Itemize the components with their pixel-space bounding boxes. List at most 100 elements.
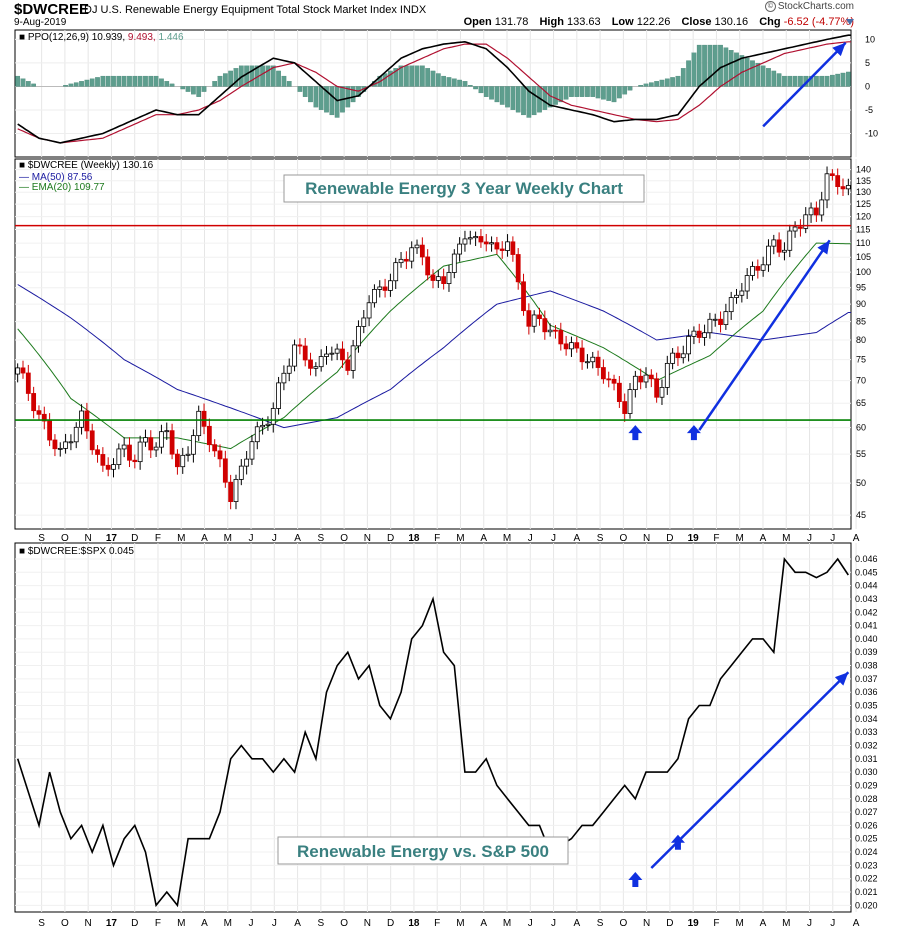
candle-body xyxy=(803,214,809,229)
month-tick-label: J xyxy=(249,918,254,929)
ppo-histogram-bar xyxy=(521,86,526,116)
candle-body xyxy=(521,281,526,312)
month-tick-label: M xyxy=(456,533,464,544)
candle-body xyxy=(137,441,143,463)
candle-body xyxy=(180,454,186,468)
annotation-box xyxy=(277,836,569,865)
ppo-histogram-bar xyxy=(409,65,415,87)
candle-body xyxy=(398,258,404,264)
candle-body xyxy=(766,245,771,266)
ratio-y-tick: 0.043 xyxy=(855,594,878,604)
support-arrow-1 xyxy=(628,425,643,441)
month-tick-label: F xyxy=(155,918,161,929)
ppo-histogram-bar xyxy=(787,75,793,87)
candle-body xyxy=(734,294,739,298)
candle-body xyxy=(15,367,21,375)
ppo-histogram-bar xyxy=(127,75,132,87)
ppo-histogram-bar xyxy=(542,86,548,110)
candle-body xyxy=(79,410,84,428)
month-tick-label: S xyxy=(597,918,604,929)
ppo-histogram-bar xyxy=(462,81,468,87)
ppo-histogram-bar xyxy=(249,65,255,87)
month-tick-label: A xyxy=(201,918,208,929)
ppo-histogram-bar xyxy=(611,86,617,103)
ratio-annotation: Renewable Energy vs. S&P 500 xyxy=(297,842,549,861)
ppo-histogram-bar xyxy=(707,44,713,87)
ratio-y-tick: 0.045 xyxy=(855,567,878,577)
month-tick-label: D xyxy=(131,533,138,544)
month-tick-label: A xyxy=(201,533,208,544)
candle-body xyxy=(611,378,617,384)
ppo-histogram-bar xyxy=(739,55,745,87)
ppo-trend-arrow-head xyxy=(832,42,846,57)
month-tick-label: O xyxy=(619,918,627,929)
month-tick-label: J xyxy=(551,918,556,929)
month-tick-label: D xyxy=(387,533,394,544)
annotation-box xyxy=(283,174,645,203)
credit-label: © StockCharts.com xyxy=(764,1,854,12)
candle-body xyxy=(627,389,633,414)
ppo-histogram-bar xyxy=(222,73,228,87)
ppo-y-tick: -5 xyxy=(865,105,873,115)
price-y-tick: 140 xyxy=(856,165,871,175)
ppo-histogram-bar xyxy=(105,75,111,87)
ppo-histogram-bar xyxy=(308,86,313,103)
ppo-histogram-bar xyxy=(201,86,207,92)
ppo-histogram-bar xyxy=(281,75,287,87)
candle-body xyxy=(686,336,691,355)
candle-body xyxy=(313,366,319,369)
candle-body xyxy=(489,242,494,245)
copyright-icon: © xyxy=(764,1,776,12)
ppo-line xyxy=(17,34,851,144)
candle-body xyxy=(276,382,281,409)
candle-body xyxy=(840,186,846,190)
ppo-histogram-bar xyxy=(388,70,393,87)
candle-body xyxy=(377,286,383,290)
price-y-tick: 70 xyxy=(856,376,866,386)
support-arrow-2 xyxy=(686,425,701,441)
price-y-tick: 65 xyxy=(856,398,866,408)
ppo-histogram-bar xyxy=(760,65,766,87)
ratio-y-tick: 0.042 xyxy=(855,607,878,617)
ppo-histogram-bar xyxy=(664,78,670,87)
price-trend-arrow xyxy=(698,239,831,431)
price-y-tick: 95 xyxy=(856,283,866,293)
month-tick-label: N xyxy=(85,918,92,929)
ppo-histogram-bar xyxy=(313,86,319,108)
candle-body xyxy=(414,244,420,249)
candle-body xyxy=(478,236,484,243)
ppo-histogram-bar xyxy=(702,44,707,87)
candle-body xyxy=(121,444,127,450)
month-tick-label: S xyxy=(38,918,45,929)
candle-body xyxy=(36,410,42,415)
price-y-tick: 110 xyxy=(856,238,870,248)
candle-body xyxy=(723,311,729,326)
candle-body xyxy=(435,276,441,281)
ppo-histogram-bar xyxy=(15,75,21,87)
price-y-tick: 75 xyxy=(856,355,866,365)
price-y-tick: 50 xyxy=(856,478,866,488)
month-tick-label: 18 xyxy=(408,533,420,544)
ppo-histogram-bar xyxy=(345,86,351,108)
candle-body xyxy=(409,247,415,262)
ratio-y-tick: 0.020 xyxy=(855,900,878,910)
month-tick-label: N xyxy=(643,918,650,929)
ppo-histogram-bar xyxy=(334,86,340,118)
ppo-histogram-bar xyxy=(467,85,473,87)
price-y-tick: 80 xyxy=(856,335,866,345)
ppo-histogram-bar xyxy=(569,86,574,97)
ppo-histogram-bar xyxy=(121,75,127,87)
candle-body xyxy=(616,382,622,402)
month-tick-label: O xyxy=(61,533,69,544)
ppo-histogram-bar xyxy=(515,86,521,113)
candle-body xyxy=(558,329,564,345)
candle-body xyxy=(798,226,803,229)
ppo-histogram-bar xyxy=(297,86,303,92)
candle-body xyxy=(111,464,116,470)
chevron-down-icon[interactable] xyxy=(846,19,854,25)
month-tick-label: 19 xyxy=(688,533,700,544)
candle-body xyxy=(744,275,750,292)
ppo-histogram-bar xyxy=(579,86,585,97)
chart-header: $DWCREE DJ U.S. Renewable Energy Equipme… xyxy=(0,0,900,30)
